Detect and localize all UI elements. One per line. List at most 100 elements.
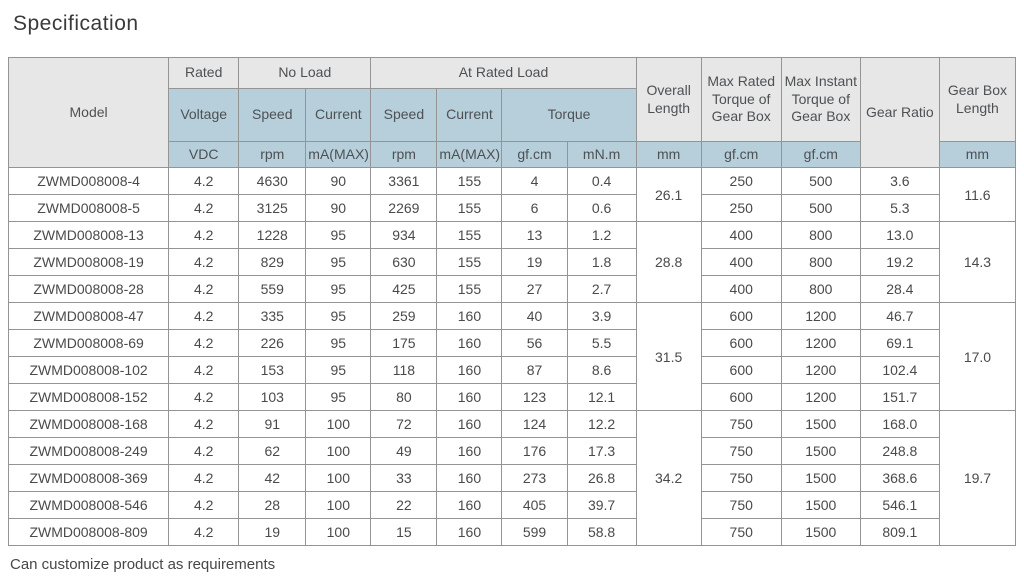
spec-row: ZWMD008008-47 4.2 335 95 259 160 40 3.9 31.5 600 1…: [7, 302, 1017, 411]
max-rated-torque-gf-cm-cell: 600: [700, 356, 782, 384]
overall-length-header: Overall Length: [635, 57, 702, 142]
page-title: Specification: [13, 12, 139, 35]
rated-speed-unit: rpm: [370, 141, 438, 168]
no-load-current-ma-cell: 95: [305, 329, 372, 357]
overall-length-unit: mm: [635, 141, 702, 168]
model-cell: ZWMD008008-102: [7, 356, 170, 384]
footnote: Can customize product as requirements: [10, 556, 276, 573]
torque-mn-m-cell: 2.7: [566, 275, 637, 303]
max-instant-torque-gf-cm-cell: 1500: [780, 410, 861, 438]
voltage-header: Voltage: [168, 88, 240, 142]
no-load-current-ma-cell: 100: [305, 464, 372, 492]
torque-mn-m-cell: 1.8: [566, 248, 637, 276]
spec-row: ZWMD008008-369 4.2 42 100 33 160 273 26.8 750 150…: [7, 464, 1016, 492]
rated-speed-rpm-cell: 118: [370, 356, 438, 384]
max-rated-torque-gf-cm-cell: 400: [700, 221, 782, 249]
max-instant-torque-gf-cm-cell: 1200: [780, 302, 861, 330]
gear-box-length-cell: 14.3: [938, 221, 1017, 303]
model-cell: ZWMD008008-5: [7, 194, 170, 222]
torque-gf-cm-cell: 27: [501, 275, 568, 303]
max-instant-torque-gf-cm-cell: 500: [780, 194, 861, 222]
torque-gf-cm-cell: 56: [501, 329, 568, 357]
max-rated-torque-header: Max Rated Torque of Gear Box: [700, 57, 782, 142]
torque-gf-cm-cell: 405: [501, 491, 568, 519]
no-load-speed-rpm-cell: 153: [238, 356, 307, 384]
rated-group-header: Rated: [168, 57, 240, 89]
gear-box-length-cell: 11.6: [938, 167, 1017, 222]
max-instant-torque-gf-cm-cell: 1200: [780, 356, 861, 384]
max-rated-torque-gf-cm-cell: 250: [700, 167, 782, 195]
gear-ratio-header: Gear Ratio: [859, 57, 940, 168]
rated-speed-rpm-cell: 259: [370, 302, 438, 330]
torque-mn-m-cell: 12.2: [566, 410, 637, 438]
torque-gf-cm-cell: 273: [501, 464, 568, 492]
no-load-speed-rpm-cell: 1228: [238, 221, 307, 249]
rated-speed-rpm-cell: 425: [370, 275, 438, 303]
torque-gf-cm-cell: 87: [501, 356, 568, 384]
voltage-unit: VDC: [168, 141, 240, 168]
torque-gf-cm-cell: 124: [501, 410, 568, 438]
header-row-measures: Voltage Speed Current Speed Current Torq…: [9, 88, 1016, 142]
torque-mn-m-cell: 58.8: [566, 518, 637, 546]
no-load-speed-rpm-cell: 226: [238, 329, 307, 357]
voltage-vdc-cell: 4.2: [168, 248, 240, 276]
torque-gf-cm-cell: 40: [501, 302, 568, 330]
model-column-header: Model: [7, 57, 170, 168]
header-row-groups: Model Rated No Load At Rated Load Overal…: [7, 57, 1017, 168]
torque-gf-cm-cell: 599: [501, 518, 568, 546]
no-load-speed-rpm-cell: 829: [238, 248, 307, 276]
no-load-speed-unit: rpm: [238, 141, 307, 168]
torque-mn-m-cell: 26.8: [566, 464, 637, 492]
no-load-speed-rpm-cell: 19: [238, 518, 307, 546]
no-load-speed-rpm-cell: 42: [238, 464, 307, 492]
spec-row: ZWMD008008-4 4.2 4630 90 3361 155 4 0.4 26.1 250 5…: [7, 167, 1017, 222]
max-rated-torque-gf-cm-cell: 750: [700, 464, 782, 492]
no-load-current-ma-cell: 100: [305, 518, 372, 546]
torque-mn-m-cell: 1.2: [566, 221, 637, 249]
max-rated-torque-gf-cm-cell: 750: [700, 491, 782, 519]
torque-gf-cm-cell: 6: [501, 194, 568, 222]
torque-gf-cm-cell: 4: [501, 167, 568, 195]
rated-current-ma-cell: 160: [436, 329, 503, 357]
rated-speed-rpm-cell: 2269: [370, 194, 438, 222]
rated-current-ma-cell: 155: [436, 248, 503, 276]
model-cell: ZWMD008008-152: [7, 383, 170, 411]
rated-current-ma-cell: 160: [436, 464, 503, 492]
gear-ratio-cell: 19.2: [859, 248, 940, 276]
rated-speed-rpm-cell: 33: [370, 464, 438, 492]
max-instant-torque-header: Max Instant Torque of Gear Box: [780, 57, 861, 142]
max-instant-torque-gf-cm-cell: 800: [780, 221, 861, 249]
torque-gf-cm-cell: 176: [501, 437, 568, 465]
model-cell: ZWMD008008-809: [7, 518, 170, 546]
torque-mnm-unit: mN.m: [566, 141, 637, 168]
gear-ratio-cell: 248.8: [859, 437, 940, 465]
gear-box-length-cell: 19.7: [938, 410, 1017, 546]
no-load-current-ma-cell: 95: [305, 383, 372, 411]
rated-speed-rpm-cell: 22: [370, 491, 438, 519]
voltage-vdc-cell: 4.2: [168, 491, 240, 519]
voltage-vdc-cell: 4.2: [168, 437, 240, 465]
max-rated-torque-gf-cm-cell: 400: [700, 248, 782, 276]
no-load-current-ma-cell: 100: [305, 410, 372, 438]
voltage-vdc-cell: 4.2: [168, 518, 240, 546]
gear-ratio-cell: 5.3: [859, 194, 940, 222]
voltage-vdc-cell: 4.2: [168, 302, 240, 330]
rated-current-ma-cell: 160: [436, 518, 503, 546]
no-load-speed-rpm-cell: 91: [238, 410, 307, 438]
no-load-current-ma-cell: 100: [305, 491, 372, 519]
no-load-current-ma-cell: 95: [305, 356, 372, 384]
rated-speed-rpm-cell: 72: [370, 410, 438, 438]
model-cell: ZWMD008008-546: [7, 491, 170, 519]
voltage-vdc-cell: 4.2: [168, 464, 240, 492]
gear-ratio-cell: 546.1: [859, 491, 940, 519]
torque-mn-m-cell: 8.6: [566, 356, 637, 384]
rated-speed-rpm-cell: 175: [370, 329, 438, 357]
rated-current-ma-cell: 160: [436, 356, 503, 384]
spec-row: ZWMD008008-5 4.2 3125 90 2269 155 6 0.6 250 500 5.…: [7, 194, 1016, 222]
spec-table-body: ZWMD008008-4 4.2 4630 90 3361 155 4 0.4 26.1 250 5…: [7, 167, 1017, 546]
torque-gf-cm-cell: 19: [501, 248, 568, 276]
max-rated-torque-gf-cm-cell: 750: [700, 410, 782, 438]
no-load-current-ma-cell: 90: [305, 194, 372, 222]
model-cell: ZWMD008008-13: [7, 221, 170, 249]
gear-box-length-header: Gear Box Length: [938, 57, 1017, 142]
